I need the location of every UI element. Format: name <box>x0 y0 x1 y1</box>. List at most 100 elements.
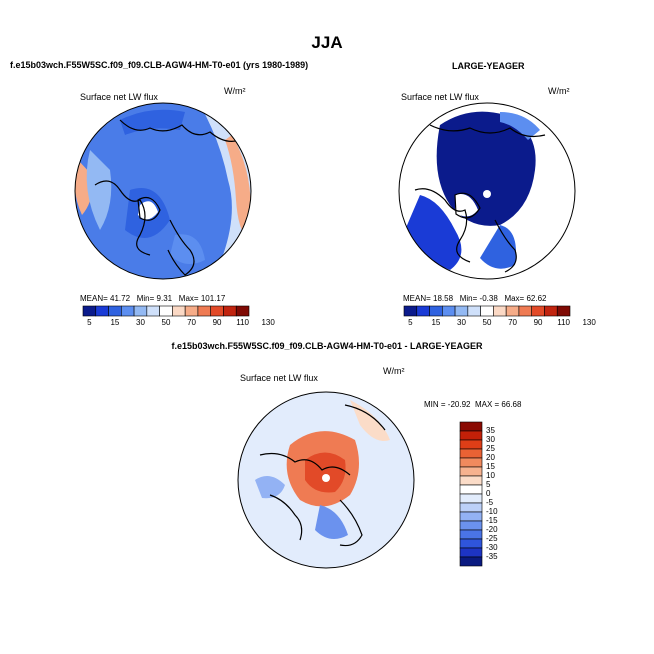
panel3-colorbar-tick-label: 15 <box>486 462 495 471</box>
panel1-colorbar-swatch <box>82 305 97 317</box>
panel1-warm-patch-e <box>225 135 251 240</box>
panel1-colorbar-swatch <box>184 305 199 317</box>
panel1-colorbar-swatch <box>159 305 173 317</box>
panel2-colorbar-tick-label: 90 <box>533 318 543 327</box>
panel3-colorbar-swatch <box>459 484 483 495</box>
panel1-colorbar-swatch <box>235 305 250 317</box>
panel3-colorbar-swatch <box>459 421 483 432</box>
panel2-colorbar <box>403 305 571 317</box>
panel2-max-label: Max= <box>504 294 525 303</box>
panel2-colorbar-swatch <box>493 305 507 317</box>
panel3-coast-s <box>339 499 363 547</box>
panel1-title: f.e15b03wch.F55W5SC.f09_f09.CLB-AGW4-HM-… <box>10 60 309 70</box>
panel2-colorbar-tick-label: 70 <box>508 318 517 327</box>
panel3-colorbar-swatch <box>459 457 483 468</box>
panel2-colorbar-swatch <box>556 305 571 317</box>
panel2-colorbar-tick-label: 50 <box>482 318 492 327</box>
panel1-mean-label: MEAN= <box>80 294 108 303</box>
panel2-colorbar-tick-label: 30 <box>457 318 466 327</box>
panel3-units: W/m² <box>383 366 405 376</box>
panel1-mean-value: 41.72 <box>110 294 131 303</box>
panel3-variable-label: Surface net LW flux <box>240 373 318 383</box>
panel1-coast-n <box>119 119 241 142</box>
panel3-max-label: MAX = <box>474 400 500 409</box>
panel3-colorbar <box>459 421 483 567</box>
panel3-colorbar-swatch <box>459 466 483 477</box>
panel2-colorbar-tick-label: 110 <box>557 318 570 327</box>
panel1-coastlines <box>94 119 241 276</box>
panel3-coast-w <box>269 494 303 541</box>
panel3-stats: MIN = -20.92 MAX = 66.68 <box>424 400 521 409</box>
panel3-colorbar-swatch <box>459 493 483 504</box>
panel2-colorbar-swatch <box>416 305 430 317</box>
panel1-colorbar-swatch <box>133 305 148 317</box>
panel2-coast-w <box>414 188 471 263</box>
panel2-units: W/m² <box>548 86 570 96</box>
panel3-colorbar-swatch <box>459 547 483 558</box>
panel1-colorbar-swatch <box>121 305 135 317</box>
panel2-colorbar-swatch <box>480 305 494 317</box>
panel3-colorbar-swatch <box>459 529 483 540</box>
panel3-colorbar-tick-label: -20 <box>486 525 498 534</box>
panel2-colorbar-swatch <box>531 305 545 317</box>
panel3-colorbar-tick-label: 20 <box>486 453 495 462</box>
panel3-max-value: 66.68 <box>501 400 522 409</box>
panel2-stats: MEAN= 18.58 Min= -0.38 Max= 62.62 <box>403 294 547 303</box>
panel3-colorbar-swatch <box>459 556 483 567</box>
panel3-coast-ne <box>344 404 386 431</box>
panel1-colorbar-tick-label: 50 <box>161 318 171 327</box>
panel2-colorbar-swatch <box>544 305 558 317</box>
panel2-colorbar-swatch <box>454 305 469 317</box>
panel3-colorbar-tick-label: 0 <box>486 489 491 498</box>
panel3-colorbar-swatch <box>459 439 483 450</box>
panel3-colorbar-swatch <box>459 502 483 513</box>
panel1-coast-w <box>94 180 151 256</box>
panel1-dark-band-n <box>120 109 185 135</box>
panel1-colorbar-swatch <box>197 305 211 317</box>
panel2-coastlines <box>414 124 546 273</box>
panel3-colorbar-tick-label: -30 <box>486 543 498 552</box>
panel3-min-label: MIN = <box>424 400 446 409</box>
panel2-colorbar-tick-label: 15 <box>431 318 441 327</box>
panel3-map-border <box>237 391 415 569</box>
panel2-blue-sector-sw <box>405 195 462 270</box>
panel2-max-value: 62.62 <box>526 294 547 303</box>
panel1-min-label: Min= <box>136 294 155 303</box>
panel1-colorbar-swatch <box>223 305 237 317</box>
panel2-variable-label: Surface net LW flux <box>401 92 479 102</box>
panel3-colorbar-tick-label: -35 <box>486 552 498 561</box>
panel2-coast-n <box>429 124 546 138</box>
panel1-colorbar-tick-label: 130 <box>261 318 275 327</box>
panel3-colorbar-tick-label: 10 <box>486 471 495 480</box>
panel1-colorbar-tick-label: 5 <box>87 318 92 327</box>
panel3-min-value: -20.92 <box>447 400 471 409</box>
panel1-colorbar-tick-label: 90 <box>212 318 222 327</box>
panel1-colorbar-swatch <box>210 305 224 317</box>
panel3-colorbar-swatch <box>459 538 483 549</box>
panel3-warm-peak <box>305 452 346 493</box>
panel1-units: W/m² <box>224 86 246 96</box>
panel3-colorbar-swatch <box>459 475 483 486</box>
panel1-stats: MEAN= 41.72 Min= 9.31 Max= 101.17 <box>80 294 225 303</box>
panel3-colorbar-swatch <box>459 448 483 459</box>
panel1-ocean-field <box>75 103 251 279</box>
panel3-colorbar-tick-label: -5 <box>486 498 494 507</box>
panel3-colorbar-swatch <box>459 511 483 522</box>
panel1-colorbar-swatch <box>146 305 160 317</box>
panel2-colorbar-swatch <box>429 305 443 317</box>
panel2-title: LARGE-YEAGER <box>452 61 525 71</box>
panel3-blue-patch-w <box>255 476 285 499</box>
panel3-colorbar-swatch <box>459 430 483 441</box>
panel2-min-value: -0.38 <box>479 294 498 303</box>
panel1-map <box>75 103 251 279</box>
panel1-colorbar-tick-label: 15 <box>110 318 120 327</box>
panel3-colorbar-tick-label: 5 <box>486 480 491 489</box>
panel3-blue-patch-s <box>315 505 348 539</box>
panel1-map-border <box>74 102 252 280</box>
panel2-coast-greenland <box>454 192 481 219</box>
main-title: JJA <box>311 33 343 52</box>
panel2-min-label: Min= <box>459 294 478 303</box>
panel3-colorbar-tick-label: 25 <box>486 444 495 453</box>
panel2-light-band-n <box>500 112 540 140</box>
